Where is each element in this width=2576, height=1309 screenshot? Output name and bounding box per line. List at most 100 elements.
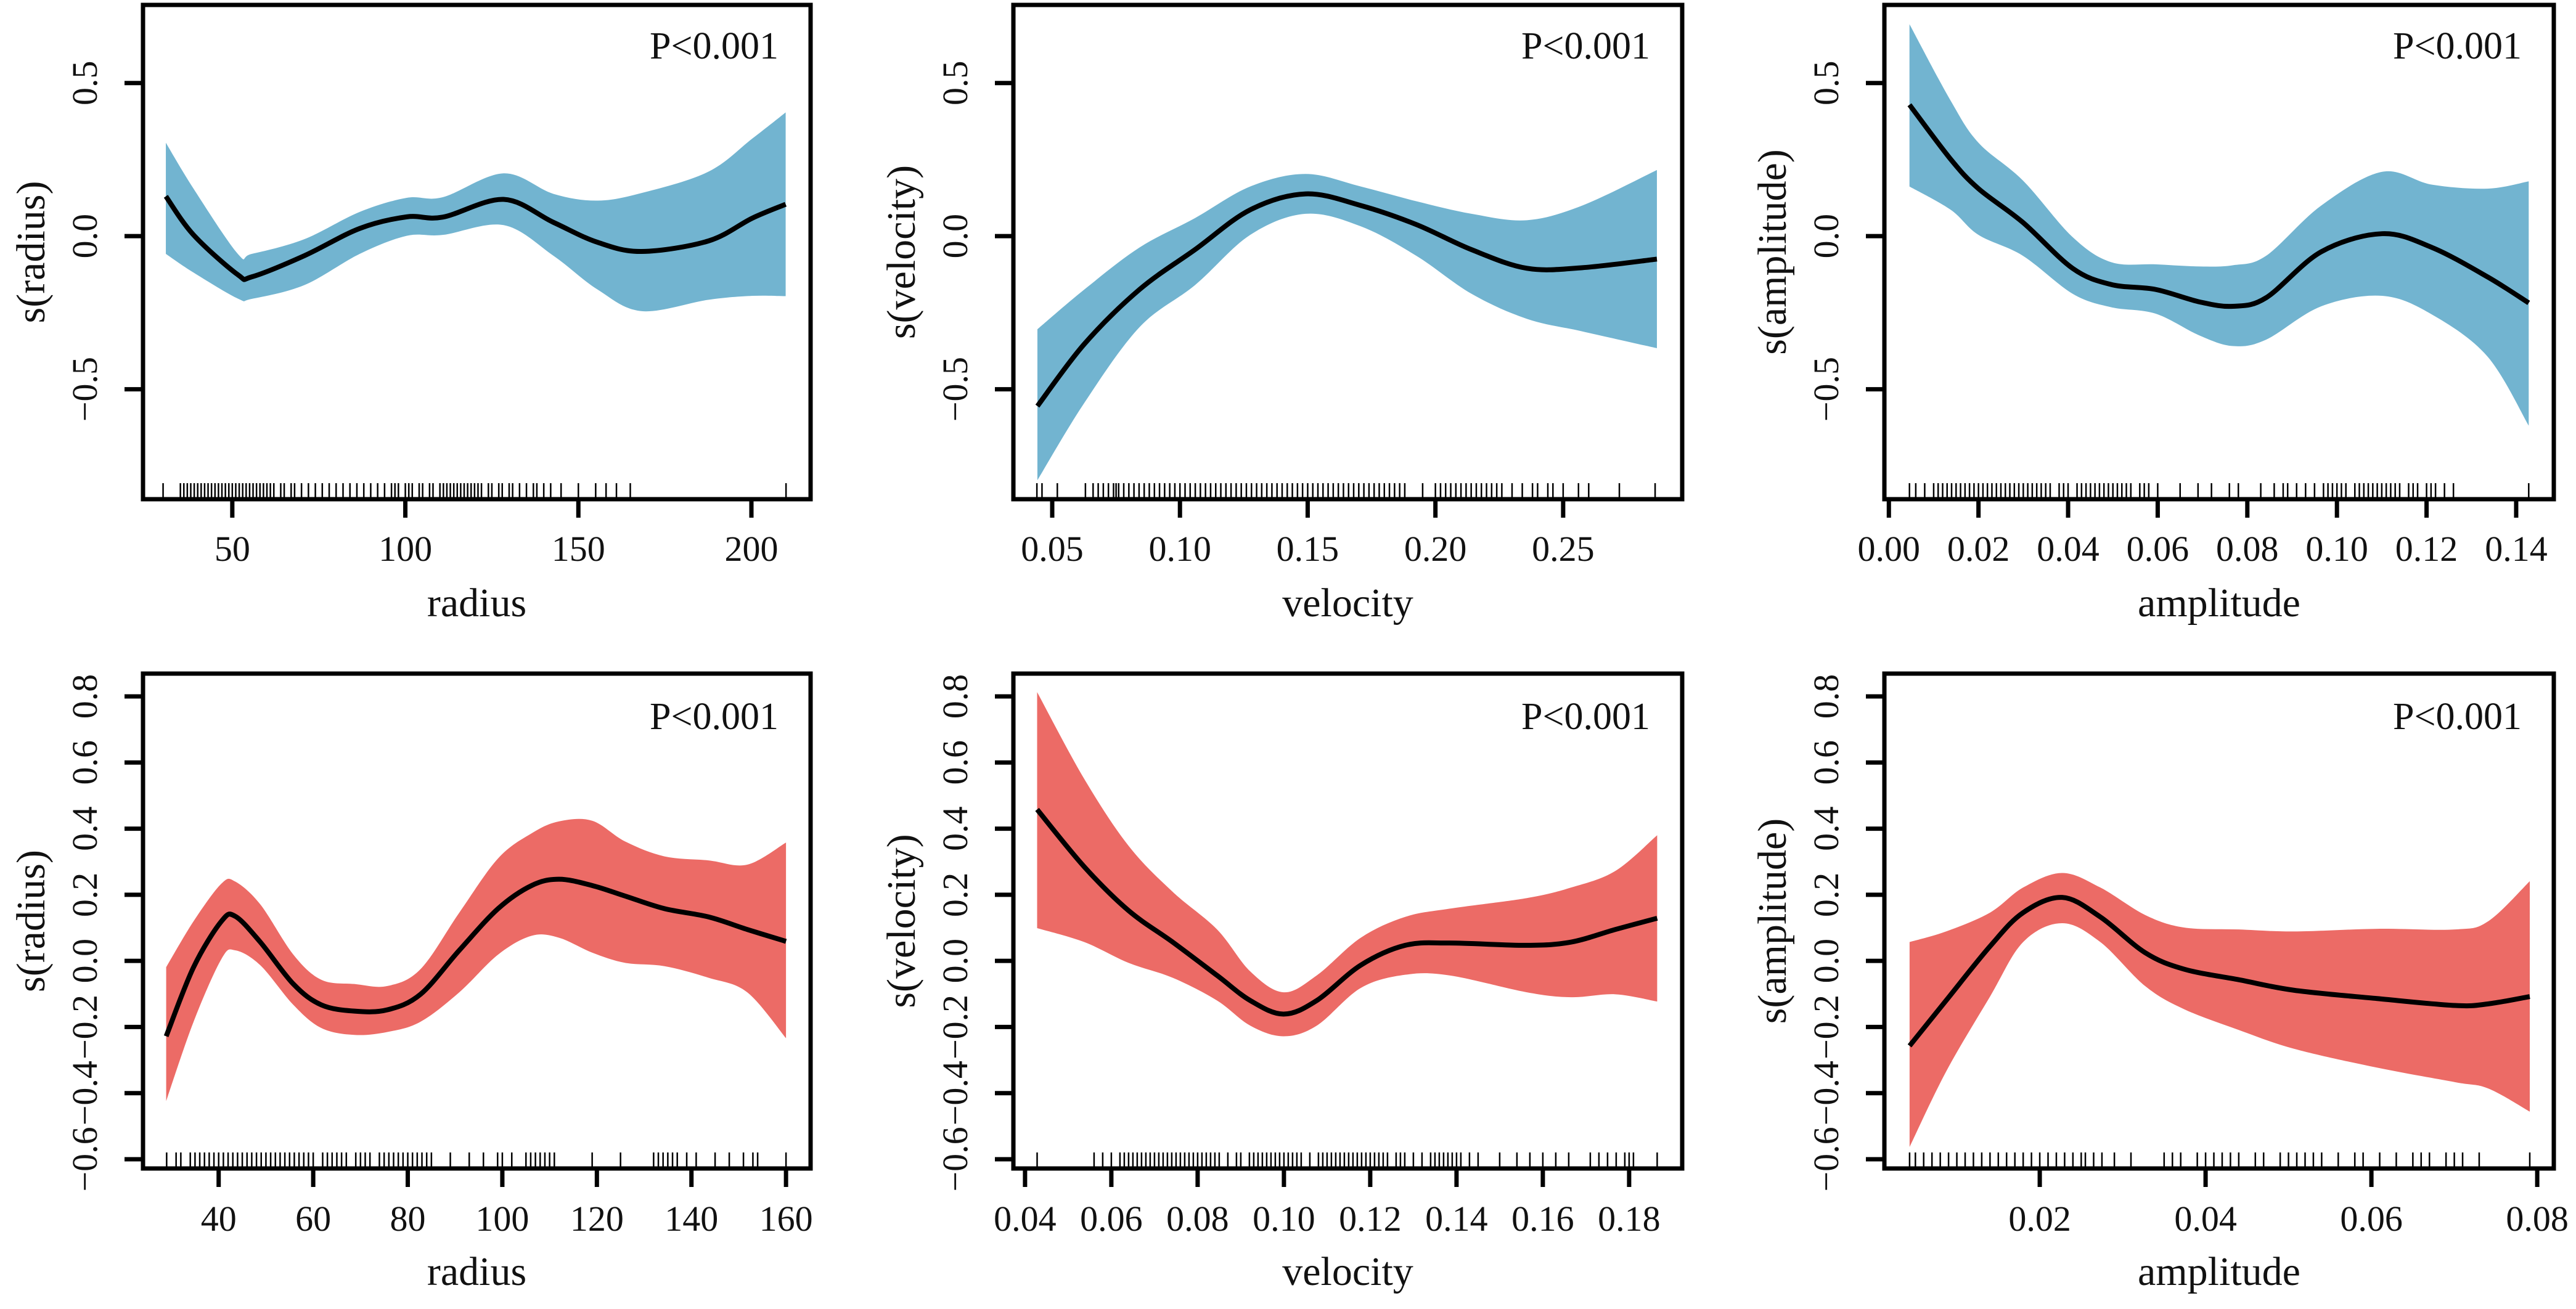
x-tick-label: 0.14 <box>2485 529 2548 569</box>
x-tick-label: 0.14 <box>1425 1199 1488 1239</box>
y-tick-label: 0.0 <box>1806 214 1846 259</box>
confidence-band <box>166 818 787 1101</box>
y-tick-label: 0.2 <box>1806 873 1846 918</box>
confidence-band <box>166 112 786 312</box>
y-tick-label: 0.6 <box>935 740 975 785</box>
y-tick-label: 0.2 <box>65 873 105 918</box>
y-axis-title: s(velocity) <box>879 165 924 339</box>
p-value-annotation: P<0.001 <box>650 25 779 67</box>
p-value-annotation: P<0.001 <box>2393 696 2522 738</box>
smooth-fit-line <box>163 195 787 282</box>
y-tick-label: −0.2 <box>935 995 975 1059</box>
y-axis-title: s(radius) <box>9 850 54 992</box>
x-tick-label: 0.08 <box>2216 529 2279 569</box>
x-tick-label: 0.04 <box>2174 1199 2237 1239</box>
x-tick-label: 150 <box>552 529 605 569</box>
plot-frame <box>141 2 813 502</box>
panel-3: 0.00 0.02 0.04 0.06 0.08 0.10 0.12 0.14 −0.5 0.0 0… <box>1750 2 2556 626</box>
x-axis-title: radius <box>427 581 526 626</box>
y-axis-title: s(radius) <box>9 181 54 324</box>
y-tick-label: 0.4 <box>65 806 105 851</box>
y-tick-label: −0.2 <box>1806 995 1846 1059</box>
x-tick-label: 0.12 <box>1339 1199 1402 1239</box>
x-tick-label: 140 <box>664 1199 718 1239</box>
confidence-band <box>1037 169 1657 481</box>
x-tick-label: 0.00 <box>1858 529 1921 569</box>
y-axis-title: s(amplitude) <box>1750 818 1795 1024</box>
x-tick-label: 0.25 <box>1532 529 1595 569</box>
smooth-fit-line <box>1907 103 2530 309</box>
x-tick-label: 0.06 <box>1080 1199 1143 1239</box>
confidence-band <box>1909 24 2529 426</box>
x-axis-title: velocity <box>1282 581 1413 626</box>
x-tick-label: 60 <box>295 1199 331 1239</box>
panel-5: 0.04 0.06 0.08 0.10 0.12 0.14 0.16 0.18 −0.6−0.4… <box>879 671 1685 1294</box>
y-tick-label: −0.4 <box>935 1061 975 1125</box>
y-tick-label: −0.5 <box>1806 357 1846 422</box>
x-tick-label: 0.04 <box>2037 529 2100 569</box>
x-tick-label: 160 <box>759 1199 813 1239</box>
x-tick-label: 0.16 <box>1511 1199 1574 1239</box>
x-tick-label: 0.12 <box>2395 529 2458 569</box>
x-tick-label: 0.02 <box>2008 1199 2071 1239</box>
plot-frame <box>1011 2 1685 502</box>
y-tick-label: 0.0 <box>65 939 105 984</box>
x-tick-label: 0.15 <box>1277 529 1339 569</box>
smooth-fit-line <box>1907 895 2530 1048</box>
x-axis-title: radius <box>427 1249 526 1294</box>
y-tick-label: 0.0 <box>65 214 105 259</box>
x-tick-label: 100 <box>475 1199 529 1239</box>
y-tick-label: 0.8 <box>935 674 975 719</box>
y-tick-label: 0.6 <box>1806 740 1846 785</box>
x-tick-label: 0.08 <box>1166 1199 1229 1239</box>
x-tick-label: 0.08 <box>2506 1199 2569 1239</box>
smooth-fit-line <box>1035 807 1658 1017</box>
y-tick-label: 0.2 <box>935 873 975 918</box>
y-tick-label: 0.6 <box>65 740 105 785</box>
p-value-annotation: P<0.001 <box>650 696 779 738</box>
y-tick-label: 0.4 <box>1806 806 1846 851</box>
x-tick-label: 0.05 <box>1021 529 1084 569</box>
x-tick-label: 100 <box>378 529 432 569</box>
confidence-band <box>1037 692 1658 1037</box>
y-tick-label: 0.8 <box>1806 674 1846 719</box>
x-tick-label: 0.06 <box>2127 529 2190 569</box>
y-tick-label: −0.6 <box>1806 1127 1846 1191</box>
y-tick-label: 0.0 <box>935 939 975 984</box>
x-tick-label: 0.06 <box>2340 1199 2403 1239</box>
x-tick-label: 0.10 <box>2305 529 2368 569</box>
y-tick-label: 0.5 <box>935 60 975 105</box>
y-tick-label: −0.5 <box>65 357 105 422</box>
smooth-fit-line <box>1035 191 1658 408</box>
x-tick-label: 0.04 <box>994 1199 1057 1239</box>
panel-1: 50 100 150 200 −0.5 0.0 0.5 radius s(radius) P<0.… <box>9 2 813 626</box>
y-tick-label: −0.4 <box>65 1061 105 1125</box>
x-axis-title: amplitude <box>2138 1249 2300 1294</box>
y-tick-label: 0.5 <box>1806 60 1846 105</box>
x-axis-title: amplitude <box>2138 581 2300 626</box>
y-tick-label: 0.5 <box>65 60 105 105</box>
x-tick-label: 200 <box>724 529 778 569</box>
p-value-annotation: P<0.001 <box>1521 696 1650 738</box>
x-tick-label: 40 <box>201 1199 237 1239</box>
confidence-band <box>1909 873 2530 1148</box>
y-tick-label: 0.8 <box>65 674 105 719</box>
y-axis-title: s(amplitude) <box>1750 149 1795 355</box>
x-tick-label: 80 <box>390 1199 426 1239</box>
y-tick-label: −0.6 <box>65 1127 105 1191</box>
plot-frame <box>1882 671 2556 1171</box>
x-tick-label: 0.02 <box>1947 529 2010 569</box>
y-tick-label: −0.4 <box>1806 1061 1846 1125</box>
plot-frame <box>1882 2 2556 502</box>
p-value-annotation: P<0.001 <box>1521 25 1650 67</box>
y-tick-label: −0.5 <box>935 357 975 422</box>
x-tick-label: 0.20 <box>1404 529 1467 569</box>
y-axis-title: s(velocity) <box>879 834 924 1008</box>
x-tick-label: 0.18 <box>1598 1199 1661 1239</box>
y-tick-label: 0.4 <box>935 806 975 851</box>
smooth-fit-line <box>163 876 787 1037</box>
panel-4: 40 60 80 100 120 140 160 −0.6−0.4−0.2 0.0 0.2 0.4 0… <box>9 671 813 1294</box>
panel-2: 0.05 0.10 0.15 0.20 0.25 −0.5 0.0 0.5 velocity s(… <box>879 2 1685 626</box>
x-tick-label: 0.10 <box>1148 529 1211 569</box>
